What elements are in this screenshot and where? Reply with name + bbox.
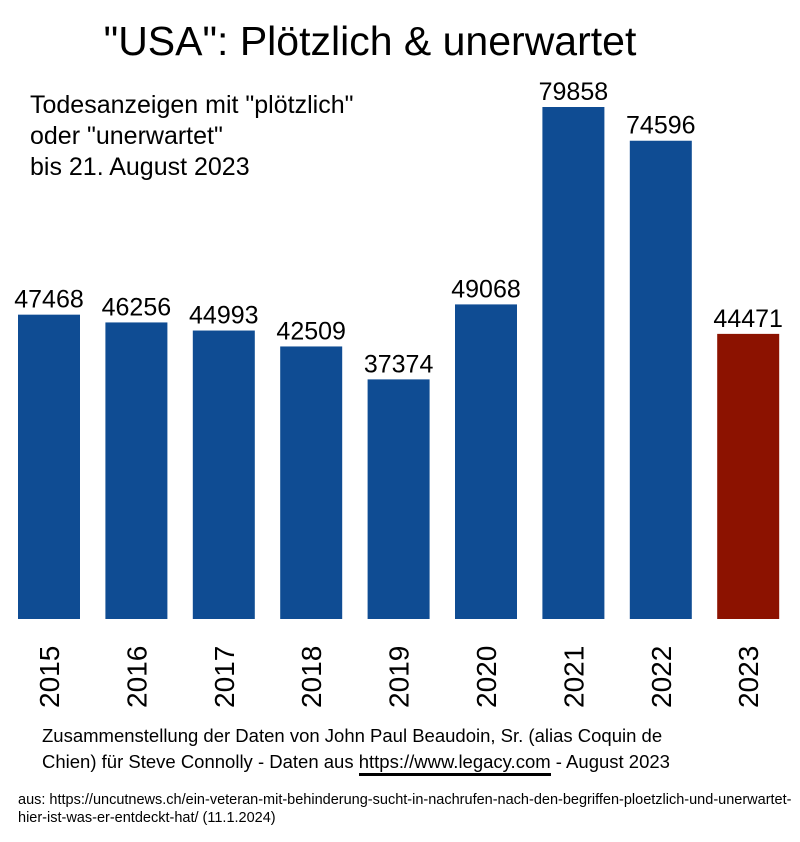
- x-tick-label: 2020: [471, 646, 502, 708]
- bar-2015: [18, 314, 80, 619]
- x-tick-label: 2019: [384, 646, 415, 708]
- x-tick-label: 2017: [209, 646, 240, 708]
- bar-2021: [542, 107, 605, 619]
- bar-2017: [192, 330, 255, 619]
- x-tick-label: 2015: [34, 646, 65, 708]
- data-label: 74596: [626, 112, 696, 140]
- credit-line-2-pre: Chien) für Steve Connolly - Daten aus: [42, 751, 359, 772]
- chart-title: "USA": Plötzlich & unerwartet: [103, 18, 637, 64]
- source-note: aus: https://uncutnews.ch/ein-veteran-mi…: [18, 792, 792, 826]
- x-tick-label: 2023: [733, 646, 764, 708]
- bar-2022: [629, 140, 692, 619]
- x-tick-label: 2021: [558, 646, 589, 708]
- subtitle-line: oder "unerwartet": [30, 122, 223, 150]
- bar-2019: [367, 379, 430, 619]
- x-tick-label: 2022: [646, 646, 677, 708]
- data-label: 44993: [189, 302, 259, 330]
- bar-2016: [105, 322, 168, 619]
- data-label: 37374: [364, 350, 434, 378]
- data-label: 79858: [539, 78, 609, 106]
- bar-2018: [280, 346, 343, 619]
- legacy-link[interactable]: https://www.legacy.com: [358, 751, 551, 776]
- x-tick-label: 2016: [121, 646, 152, 708]
- credit-line-1: Zusammenstellung der Daten von John Paul…: [42, 725, 663, 746]
- chart-subtitle: Todesanzeigen mit "plötzlich" oder "uner…: [30, 90, 353, 183]
- subtitle-line: Todesanzeigen mit "plötzlich": [30, 91, 354, 119]
- credit-line-2: Chien) für Steve Connolly - Daten aus ht…: [42, 749, 670, 776]
- credit-text: Zusammenstellung der Daten von John Paul…: [42, 723, 670, 776]
- bar-2020: [455, 304, 517, 619]
- data-label: 44471: [713, 305, 783, 333]
- x-tick-label: 2018: [296, 646, 327, 708]
- data-label: 49068: [451, 275, 521, 303]
- subtitle-line: bis 21. August 2023: [30, 153, 250, 181]
- data-label: 47468: [14, 286, 84, 314]
- data-label: 42509: [276, 317, 346, 345]
- credit-line-2-post: - August 2023: [550, 751, 670, 772]
- data-label: 46256: [102, 293, 172, 321]
- bar-2023: [717, 333, 780, 619]
